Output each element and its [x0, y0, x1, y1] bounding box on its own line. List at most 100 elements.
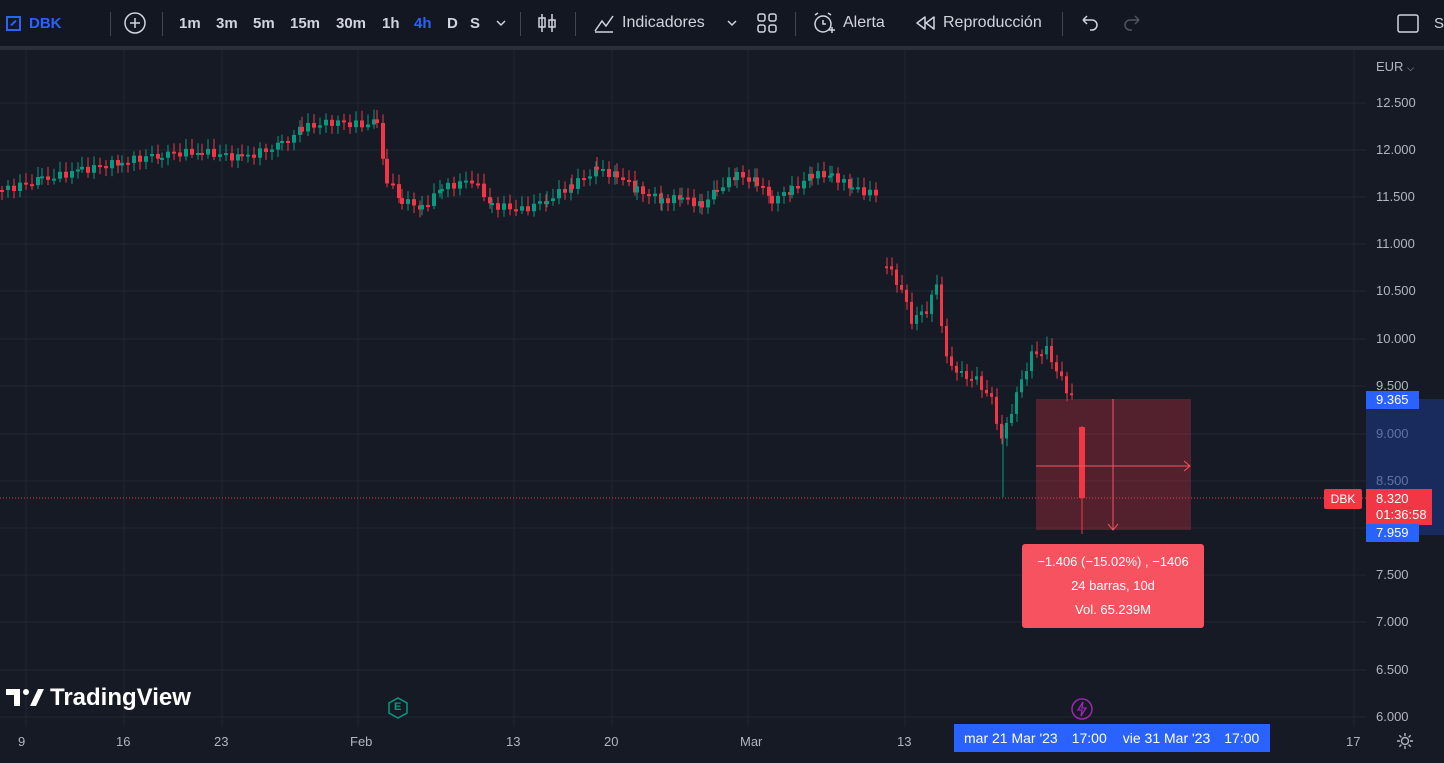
candle [538, 201, 542, 204]
candle [30, 184, 34, 187]
symbol-icon [6, 15, 21, 31]
interval-15m[interactable]: 15m [290, 14, 321, 32]
range-end-date: vie 31 Mar '23 [1122, 730, 1211, 746]
range-top-price: 9.365 [1366, 391, 1419, 409]
cut-label[interactable]: S [1434, 14, 1444, 32]
candle [796, 186, 800, 189]
currency-label: EUR [1376, 59, 1404, 74]
candle [582, 178, 586, 181]
candle [126, 162, 130, 165]
time-settings-button[interactable] [1396, 732, 1414, 755]
candle [1050, 346, 1053, 363]
candle [588, 176, 592, 179]
candle [110, 160, 114, 169]
candle [660, 198, 664, 204]
currency-selector[interactable]: EUR ⌵ [1376, 59, 1414, 74]
candle [615, 171, 619, 178]
candle [1030, 351, 1033, 372]
event-badge[interactable] [1070, 697, 1094, 721]
candle [286, 141, 290, 144]
candle [24, 182, 28, 185]
candle [156, 153, 160, 159]
candle [58, 171, 62, 179]
interval-1h[interactable]: 1h [382, 14, 400, 32]
interval-30m[interactable]: 30m [336, 14, 367, 32]
candle [406, 199, 410, 204]
price-scale[interactable]: EUR ⌵ 12.500 12.000 11.500 11.000 10.500 10.0… [1366, 50, 1444, 727]
candle [1065, 376, 1068, 394]
time-tick-label: 13 [897, 734, 912, 749]
candle [385, 158, 389, 184]
redo-button[interactable] [1122, 0, 1144, 46]
candle [292, 134, 296, 143]
time-tick-label: Feb [350, 734, 373, 749]
price-tick-label: 7.000 [1376, 614, 1409, 629]
candle [420, 204, 424, 210]
indicators-dropdown[interactable] [725, 0, 739, 46]
candle [240, 154, 244, 157]
interval-d[interactable]: D [447, 14, 458, 32]
interval-5m[interactable]: 5m [253, 14, 275, 32]
redo-icon [1124, 15, 1140, 31]
candle [782, 192, 786, 196]
interval-s[interactable]: S [470, 14, 481, 32]
candle [391, 183, 395, 186]
candle [160, 157, 164, 160]
candle [138, 155, 142, 162]
candle [545, 201, 549, 205]
candle [830, 173, 834, 176]
indicators-button[interactable]: Indicadores [592, 0, 705, 46]
chart-type-button[interactable] [536, 0, 558, 46]
candle [920, 311, 923, 316]
alert-button[interactable]: Alerta [811, 0, 885, 46]
candle [120, 162, 124, 166]
toolbar-divider [162, 12, 163, 36]
time-scale[interactable]: 9 16 23 Feb 13 20 Mar 13 17 [0, 727, 1444, 763]
chevron-down-icon [727, 20, 737, 27]
tradingview-logo[interactable]: TradingView [6, 684, 191, 712]
undo-button[interactable] [1078, 0, 1100, 46]
replay-button[interactable]: Reproducción [914, 0, 1042, 46]
candle [276, 142, 280, 150]
candle [190, 148, 194, 155]
candle [360, 120, 364, 128]
price-tick-label: 12.500 [1376, 95, 1416, 110]
candle [280, 141, 284, 144]
candle [46, 176, 50, 180]
interval-dropdown[interactable] [494, 0, 508, 46]
symbol-search[interactable]: DBK [6, 0, 62, 46]
candle [520, 206, 524, 211]
price-chart[interactable] [0, 50, 1366, 727]
grid-icon [757, 13, 777, 33]
candle [64, 171, 68, 178]
interval-4h[interactable]: 4h [414, 14, 432, 32]
interval-3m[interactable]: 3m [216, 14, 238, 32]
time-range-label: mar 21 Mar '23 17:00 vie 31 Mar '23 17:0… [954, 724, 1270, 752]
undo-icon [1082, 15, 1098, 31]
earnings-badge[interactable]: E [388, 697, 408, 719]
interval-1m[interactable]: 1m [179, 14, 201, 32]
candle [18, 182, 22, 191]
candle [246, 154, 250, 157]
candle [375, 119, 379, 123]
candle [252, 154, 256, 158]
fullscreen-button[interactable] [1396, 0, 1420, 46]
candle [144, 156, 148, 162]
chevron-down-icon [496, 20, 506, 27]
time-tick-label: 23 [214, 734, 229, 749]
candle [790, 186, 794, 195]
candle [438, 189, 442, 194]
candle [955, 365, 958, 373]
series-label: DBK [1324, 489, 1362, 509]
time-tick-label: 20 [604, 734, 619, 749]
candle [692, 197, 696, 207]
compare-button[interactable] [123, 0, 147, 46]
indicators-label: Indicadores [622, 14, 705, 31]
price-tick-label: 6.000 [1376, 709, 1409, 724]
candle [925, 311, 928, 314]
candle [706, 199, 710, 208]
toolbar-border [0, 46, 1444, 50]
chevron-down-icon: ⌵ [1407, 63, 1414, 73]
candle [810, 173, 814, 179]
layouts-button[interactable] [756, 0, 778, 46]
